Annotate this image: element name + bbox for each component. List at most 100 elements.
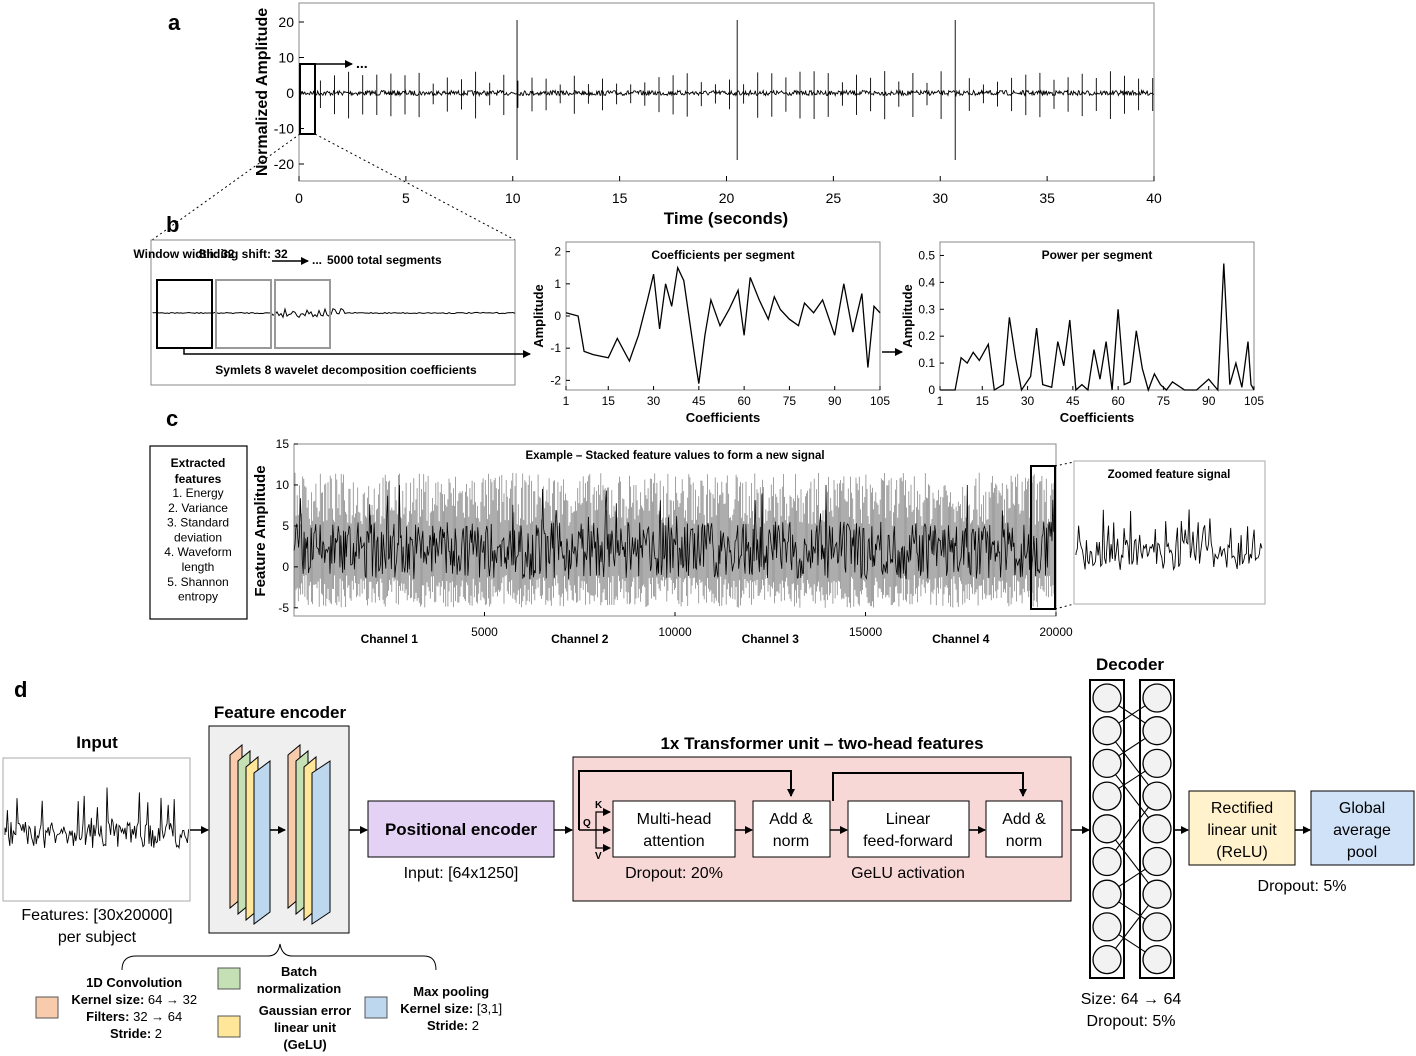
stacked-ytick-label: 0 xyxy=(282,560,289,574)
window-segment-3 xyxy=(274,279,331,349)
encoder-stack-1 xyxy=(229,743,271,925)
k-arrow xyxy=(595,808,611,830)
a-xtick-label: 25 xyxy=(826,190,842,206)
stacked-xtick-label: 15000 xyxy=(849,625,883,639)
decoder-node xyxy=(1142,846,1172,877)
ytick-label: 0 xyxy=(928,383,935,397)
global-average-pool-label: Global average pool xyxy=(1333,800,1391,861)
v-arrow xyxy=(595,830,611,852)
panel-label-a: a xyxy=(168,10,181,35)
power-xticks: 1 15 30 45 60 75 90 105 xyxy=(937,386,1264,408)
a-xtick-label: 0 xyxy=(295,190,303,206)
xtick-label: 15 xyxy=(602,394,616,408)
panel-label-c: c xyxy=(166,406,178,431)
decoder-title: Decoder xyxy=(1096,655,1164,674)
zoom-window-box xyxy=(1030,465,1056,610)
a-xtick-label: 35 xyxy=(1039,190,1055,206)
xtick-label: 90 xyxy=(1202,394,1216,408)
xtick-label: 105 xyxy=(870,394,890,408)
linear-feed-forward-label: Linear feed-forward xyxy=(863,811,953,850)
coef-ylabel: Amplitude xyxy=(531,284,546,348)
global-average-pool-box xyxy=(1310,790,1415,866)
decoder-node xyxy=(1142,944,1172,975)
stacked-xtick-label: 5000 xyxy=(471,625,498,639)
panel-a-window-box xyxy=(299,63,316,135)
encoder-stack-2 xyxy=(287,743,331,925)
q-label: Q xyxy=(583,818,591,829)
panel-a-zoom-line-left xyxy=(151,133,301,241)
add-norm-box-2 xyxy=(985,800,1063,858)
xtick-label: 1 xyxy=(937,394,944,408)
decoder-node xyxy=(1142,912,1172,942)
a-ytick-label: 20 xyxy=(278,14,294,30)
legend-gelu-text: Gaussian error linear unit (GeLU) xyxy=(259,1003,352,1052)
positional-caption: Input: [64x1250] xyxy=(404,865,519,882)
feature-item: 4. Waveform xyxy=(164,545,232,559)
decoder-node xyxy=(1092,748,1122,779)
stacked-ytick-label: 10 xyxy=(276,478,290,492)
ytick-label: -2 xyxy=(550,373,561,387)
coef-xlabel: Coefficients xyxy=(686,410,760,425)
window-segment-2 xyxy=(215,279,272,349)
panel-a-signal-line xyxy=(299,20,1154,160)
stacked-ytick-label: 5 xyxy=(282,519,289,533)
channel-label: Channel 1 xyxy=(361,632,419,646)
legend-brace xyxy=(121,943,437,971)
a-ytick-label: -20 xyxy=(274,156,294,172)
ytick-label: 0.2 xyxy=(918,329,935,343)
relu-box xyxy=(1188,790,1296,866)
panel-a-yticks: 20 10 0 -10 -20 xyxy=(274,14,304,172)
stacked-chart-title: Example – Stacked feature values to form… xyxy=(525,450,824,462)
channel-label: Channel 3 xyxy=(742,632,800,646)
a-xtick-label: 40 xyxy=(1146,190,1162,206)
feature-item: length xyxy=(182,560,215,574)
wavelet-arrow xyxy=(183,348,531,358)
k-label: K xyxy=(595,800,603,811)
extracted-features-box xyxy=(149,445,248,620)
channel-labels: Channel 1 Channel 2 Channel 3 Channel 4 xyxy=(361,632,990,646)
ytick-label: -1 xyxy=(550,341,561,355)
zoom-line-top xyxy=(1054,461,1075,467)
panel-label-d: d xyxy=(14,677,27,702)
power-ylabel: Amplitude xyxy=(900,284,915,348)
input-signal-line xyxy=(4,787,190,850)
decoder-node xyxy=(1142,683,1172,713)
ytick-label: 0.1 xyxy=(918,356,935,370)
panel-a-xticks: 0 5 10 15 20 25 30 35 40 xyxy=(295,176,1162,206)
stacked-xticks: 5000 10000 15000 20000 xyxy=(471,612,1073,639)
input-title: Input xyxy=(76,733,118,752)
window-width-label: Window width: 32 xyxy=(133,247,235,261)
xtick-label: 60 xyxy=(737,394,751,408)
power-axes xyxy=(939,241,1255,391)
multi-head-attention-label: Multi-head attention xyxy=(637,811,712,850)
dropout-20-caption: Dropout: 20% xyxy=(625,865,723,882)
relu-label: Rectified linear unit (ReLU) xyxy=(1207,800,1277,861)
residual-arrow-1 xyxy=(578,770,795,830)
xtick-label: 75 xyxy=(783,394,797,408)
ytick-label: 1 xyxy=(554,277,561,291)
residual-arrow-2 xyxy=(832,772,1027,801)
decoder-node xyxy=(1092,683,1122,713)
zoom-line-bottom xyxy=(1054,603,1075,610)
stacked-ytick-label: 15 xyxy=(276,437,290,451)
panel-a-ylabel: Normalized Amplitude xyxy=(254,8,271,176)
zoomed-signal-box xyxy=(1073,460,1266,605)
xtick-label: 105 xyxy=(1244,394,1264,408)
total-segments-label: 5000 total segments xyxy=(327,253,442,267)
xtick-label: 30 xyxy=(647,394,661,408)
decoder-node xyxy=(1142,748,1172,779)
decoder-nodes xyxy=(1092,683,1172,975)
sliding-shift-label: Sliding shift: 32 xyxy=(198,247,288,261)
ytick-label: 0 xyxy=(554,309,561,323)
v-label: V xyxy=(595,851,602,862)
positional-encoder-label: Positional encoder xyxy=(385,820,537,839)
power-xlabel: Coefficients xyxy=(1060,410,1134,425)
feature-item: 3. Standard xyxy=(167,516,229,530)
a-xtick-label: 10 xyxy=(505,190,521,206)
stacked-signal-black-line xyxy=(293,484,1055,580)
channel-label: Channel 4 xyxy=(932,632,990,646)
ytick-label: 0.3 xyxy=(918,302,935,316)
decoder-node xyxy=(1142,781,1172,811)
